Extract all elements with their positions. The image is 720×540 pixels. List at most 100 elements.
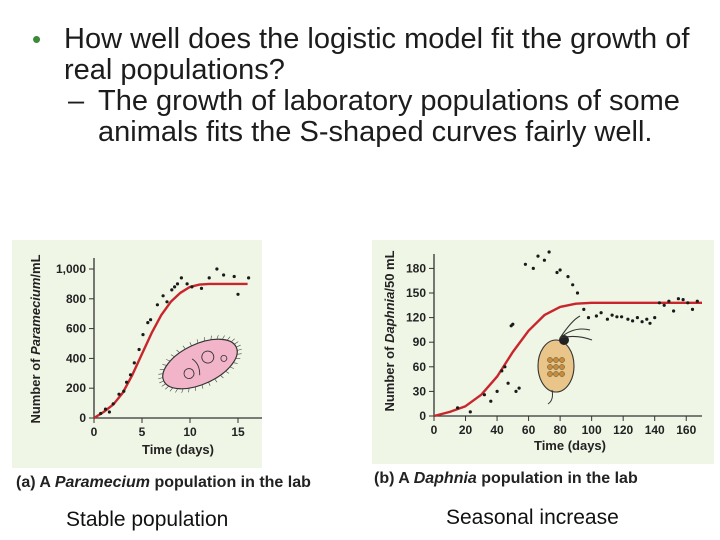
b-ytick-label: 60 [413,360,427,374]
b-xtick-label: 40 [490,423,504,437]
b-ytick-label: 90 [413,335,427,349]
data-point [125,380,129,384]
logistic-curve [433,301,702,418]
data-point [456,406,460,410]
bullet-level1-text: How well does the logistic model fit the… [64,23,690,86]
a-xtick-label: 0 [91,425,98,439]
bullet-level1: • How well does the logistic model fit t… [24,24,704,86]
x-axis-label: Time (days) [534,438,606,453]
data-point [117,392,121,396]
caption-b-organism: Daphnia [413,470,477,487]
data-point [514,389,518,393]
daphnia-illustration [537,315,593,405]
data-point [175,282,180,286]
a-ytick-label: 1,000 [56,262,86,276]
bullet-icon: • [32,24,42,54]
data-point [558,268,562,272]
data-point [555,270,559,275]
data-point [232,274,236,279]
data-point [222,273,226,277]
data-point [662,303,666,307]
y-axis-label: Number of Paramecium/mL [28,254,43,423]
a-ytick-label: 0 [79,411,86,425]
y-axis-label: Number of Daphnia/50 mL [382,250,397,411]
data-point [620,315,624,319]
data-point [111,402,115,406]
data-point [155,303,159,307]
data-point [610,313,614,317]
data-point [631,319,635,323]
data-point [128,373,133,377]
data-point [657,301,661,305]
caption-b: (b) A Daphnia population in the lab [374,470,638,488]
data-point [247,276,251,280]
paramecium-chart: Number of Paramecium/mL Time (days) 0 200… [12,240,262,468]
data-point [149,318,153,322]
data-point [122,389,126,393]
data-point [547,250,551,254]
paramecium-illustration [158,335,242,393]
data-point [500,369,504,373]
data-point [605,317,609,321]
data-point [236,292,240,296]
data-point [517,386,521,390]
data-point [645,317,649,321]
data-point [615,315,619,319]
data-point [523,262,527,266]
data-point [586,316,591,320]
data-point [676,297,680,301]
a-xtick-label: 10 [183,425,197,439]
data-point [640,320,644,324]
daphnia-chart: Number of Daphnia/50 mL Time (days) 0 30 6… [372,240,714,464]
data-point [503,365,507,369]
caption-b-tag: (b) A [374,470,410,487]
a-xtick-label: 5 [139,425,146,439]
data-point [141,333,145,337]
x-axis-label: Time (days) [142,442,214,457]
data-point [137,347,141,352]
data-point [199,286,204,290]
data-point [165,300,169,304]
data-point [506,381,510,385]
data-point [170,288,174,292]
data-point [531,266,535,270]
caption-a-tag: (a) A [16,474,51,491]
a-ytick-label: 200 [66,381,86,395]
data-point [635,316,639,320]
data-point [690,307,695,311]
data-point [215,267,219,271]
data-point [653,316,657,320]
data-point [103,407,108,411]
data-point [594,314,598,318]
data-point [582,307,586,311]
data-point [132,361,136,365]
stable-population-note: Stable population [66,508,229,531]
data-point [207,276,211,280]
bullet-level2: – The growth of laboratory populations o… [24,86,704,148]
data-point [99,411,103,416]
b-xtick-label: 20 [459,423,473,437]
data-point [542,258,546,262]
b-xtick-label: 0 [431,423,438,437]
b-ytick-label: 0 [419,409,426,423]
data-point [511,322,515,326]
caption-b-text: population in the lab [481,470,638,487]
data-point [695,299,699,303]
a-ytick-label: 600 [66,322,86,336]
data-point [179,276,183,280]
data-point [482,393,486,397]
data-point [173,285,177,289]
b-ytick-label: 30 [413,384,427,398]
data-point [599,311,603,315]
b-xtick-label: 100 [582,423,602,437]
data-point [489,399,493,403]
b-ytick-label: 120 [406,311,426,325]
data-point [667,299,671,303]
b-xtick-label: 140 [645,423,665,437]
b-xtick-label: 80 [553,423,567,437]
b-xtick-label: 60 [522,423,536,437]
data-point [190,285,194,289]
b-ytick-label: 180 [406,261,426,275]
data-point [681,298,685,302]
data-point [686,301,690,305]
